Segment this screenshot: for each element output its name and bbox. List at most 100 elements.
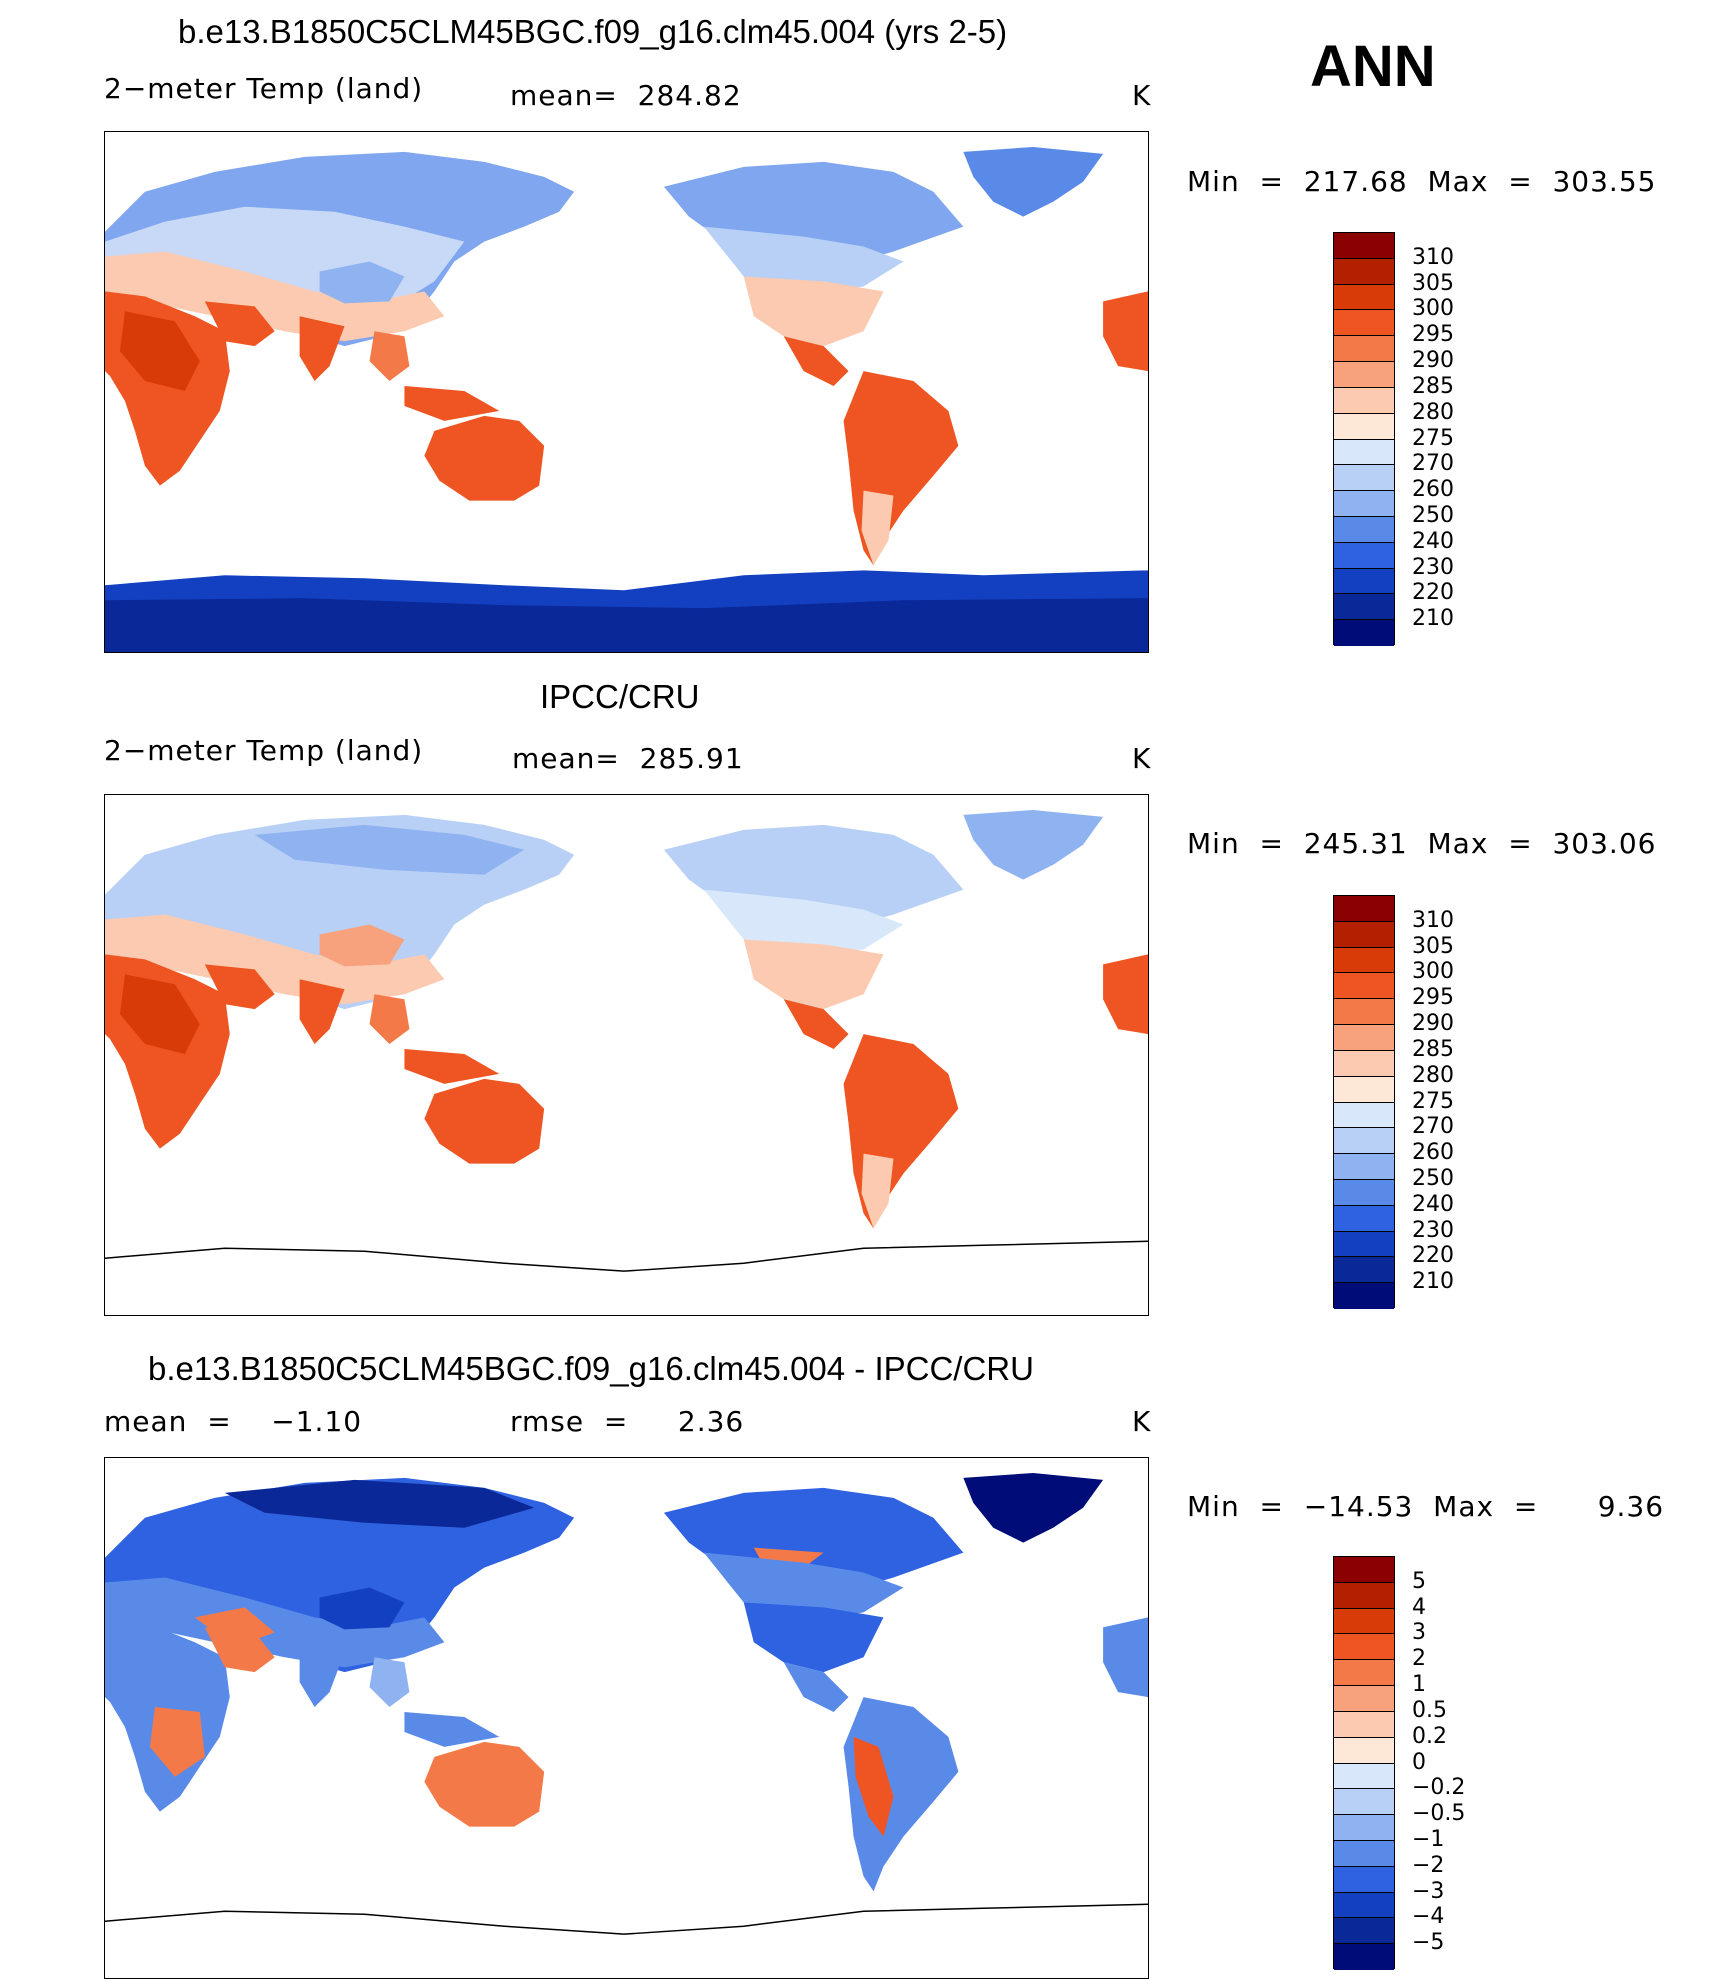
colorbar-swatch — [1334, 1231, 1394, 1258]
panel-1-variable: 2−meter Temp (land) — [104, 72, 424, 105]
colorbar-tick-label: 210 — [1412, 1269, 1454, 1295]
colorbar-tick-label: 220 — [1412, 580, 1454, 606]
panel-1-units: K — [1132, 79, 1152, 112]
colorbar-swatch — [1334, 1815, 1394, 1841]
season-label: ANN — [1310, 34, 1436, 99]
panel-2-units: K — [1132, 742, 1152, 775]
colorbar-swatch — [1334, 999, 1394, 1026]
colorbar-tick-label: 290 — [1412, 1011, 1454, 1037]
colorbar-tick-label: 290 — [1412, 348, 1454, 374]
colorbar-tick-label: 305 — [1412, 933, 1454, 959]
colorbar-swatch — [1334, 1892, 1394, 1919]
colorbar-swatch — [1334, 1179, 1394, 1206]
colorbar-tick-label: −5 — [1412, 1930, 1445, 1956]
colorbar-swatch — [1334, 1128, 1394, 1155]
colorbar-swatch — [1334, 284, 1394, 311]
colorbar-swatch — [1334, 620, 1394, 646]
colorbar-swatch — [1334, 1025, 1394, 1051]
colorbar-swatch — [1334, 336, 1394, 363]
colorbar-swatch — [1334, 362, 1394, 388]
colorbar-swatch — [1334, 542, 1394, 569]
colorbar-swatch — [1334, 465, 1394, 492]
colorbar-tick-label: −0.2 — [1412, 1775, 1466, 1801]
panel-1-title: b.e13.B1850C5CLM45BGC.f09_g16.clm45.004 … — [178, 13, 1008, 50]
colorbar-tick-label: 0.2 — [1412, 1723, 1447, 1749]
colorbar-tick-label: 4 — [1412, 1594, 1426, 1620]
map-temperature-difference — [105, 1472, 1148, 1935]
colorbar-swatch — [1334, 1154, 1394, 1180]
colorbar-swatch — [1334, 568, 1394, 595]
colorbar-swatch — [1334, 516, 1394, 543]
colorbar-tick-label: 300 — [1412, 296, 1454, 322]
colorbar-tick-label: 280 — [1412, 399, 1454, 425]
colorbar-tick-label: 275 — [1412, 1088, 1454, 1114]
panel-1-minmax: Min = 217.68 Max = 303.55 — [1187, 165, 1657, 198]
colorbar-tick-label: 0 — [1412, 1749, 1426, 1775]
colorbar-tick-label: 280 — [1412, 1062, 1454, 1088]
panel-1-mean: mean= 284.82 — [510, 79, 742, 112]
colorbar-swatch — [1334, 1582, 1394, 1609]
colorbar-swatch — [1334, 491, 1394, 517]
map-temperature-obs — [105, 809, 1148, 1272]
colorbar-tick-label: 210 — [1412, 606, 1454, 632]
panel-3-rmse: rmse = 2.36 — [510, 1405, 745, 1438]
colorbar-tick-label: 310 — [1412, 244, 1454, 270]
colorbar-tick-label: 270 — [1412, 1114, 1454, 1140]
colorbar-swatch — [1334, 233, 1394, 259]
colorbar-swatch — [1334, 921, 1394, 948]
continent-australia — [424, 415, 545, 501]
colorbar-swatch — [1334, 1634, 1394, 1661]
colorbar-tick-label: 250 — [1412, 502, 1454, 528]
panel-1-map — [104, 131, 1149, 653]
colorbar-swatch — [1334, 1944, 1394, 1970]
colorbar-swatch — [1334, 1737, 1394, 1764]
panel-2-map — [104, 794, 1149, 1316]
colorbar-tick-label: 295 — [1412, 985, 1454, 1011]
colorbar-tick-label: −2 — [1412, 1852, 1445, 1878]
colorbar-tick-label: 305 — [1412, 270, 1454, 296]
colorbar-swatch — [1334, 1557, 1394, 1583]
colorbar-tick-label: 0.5 — [1412, 1697, 1447, 1723]
panel-3-units: K — [1132, 1405, 1152, 1438]
panel-2-minmax: Min = 245.31 Max = 303.06 — [1187, 827, 1657, 860]
colorbar-swatch — [1334, 1840, 1394, 1867]
map-temperature-model — [105, 146, 1148, 652]
colorbar-tick-label: 300 — [1412, 959, 1454, 985]
colorbar-swatch — [1334, 1283, 1394, 1309]
continent-south-america — [843, 371, 959, 566]
colorbar-swatch — [1334, 1102, 1394, 1129]
colorbar-swatch — [1334, 1660, 1394, 1687]
colorbar-tick-label: −3 — [1412, 1878, 1445, 1904]
colorbar-swatch — [1334, 387, 1394, 414]
colorbar-tick-label: −4 — [1412, 1904, 1445, 1930]
colorbar-swatch — [1334, 947, 1394, 974]
panel-2-mean: mean= 285.91 — [512, 742, 744, 775]
colorbar-tick-label: 295 — [1412, 322, 1454, 348]
panel-2-colorbar — [1333, 895, 1395, 1309]
panel-3-colorbar — [1333, 1556, 1395, 1970]
panel-2-variable: 2−meter Temp (land) — [104, 734, 424, 767]
panel-3-map — [104, 1457, 1149, 1979]
continent-greenland — [963, 146, 1104, 217]
colorbar-tick-label: 2 — [1412, 1646, 1426, 1672]
colorbar-swatch — [1334, 310, 1394, 337]
colorbar-swatch — [1334, 1050, 1394, 1077]
colorbar-swatch — [1334, 1076, 1394, 1103]
colorbar-swatch — [1334, 594, 1394, 621]
panel-3-mean: mean = −1.10 — [104, 1405, 363, 1438]
colorbar-swatch — [1334, 258, 1394, 285]
panel-2-title: IPCC/CRU — [540, 678, 700, 715]
colorbar-swatch — [1334, 973, 1394, 1000]
colorbar-swatch — [1334, 1205, 1394, 1232]
colorbar-swatch — [1334, 1866, 1394, 1893]
colorbar-tick-label: 1 — [1412, 1672, 1426, 1698]
colorbar-tick-label: 260 — [1412, 477, 1454, 503]
colorbar-tick-label: 285 — [1412, 373, 1454, 399]
colorbar-swatch — [1334, 1789, 1394, 1816]
colorbar-swatch — [1334, 1608, 1394, 1635]
colorbar-tick-label: 275 — [1412, 425, 1454, 451]
colorbar-swatch — [1334, 1686, 1394, 1712]
colorbar-tick-label: 310 — [1412, 907, 1454, 933]
panel-1-colorbar — [1333, 232, 1395, 646]
colorbar-tick-label: 240 — [1412, 528, 1454, 554]
